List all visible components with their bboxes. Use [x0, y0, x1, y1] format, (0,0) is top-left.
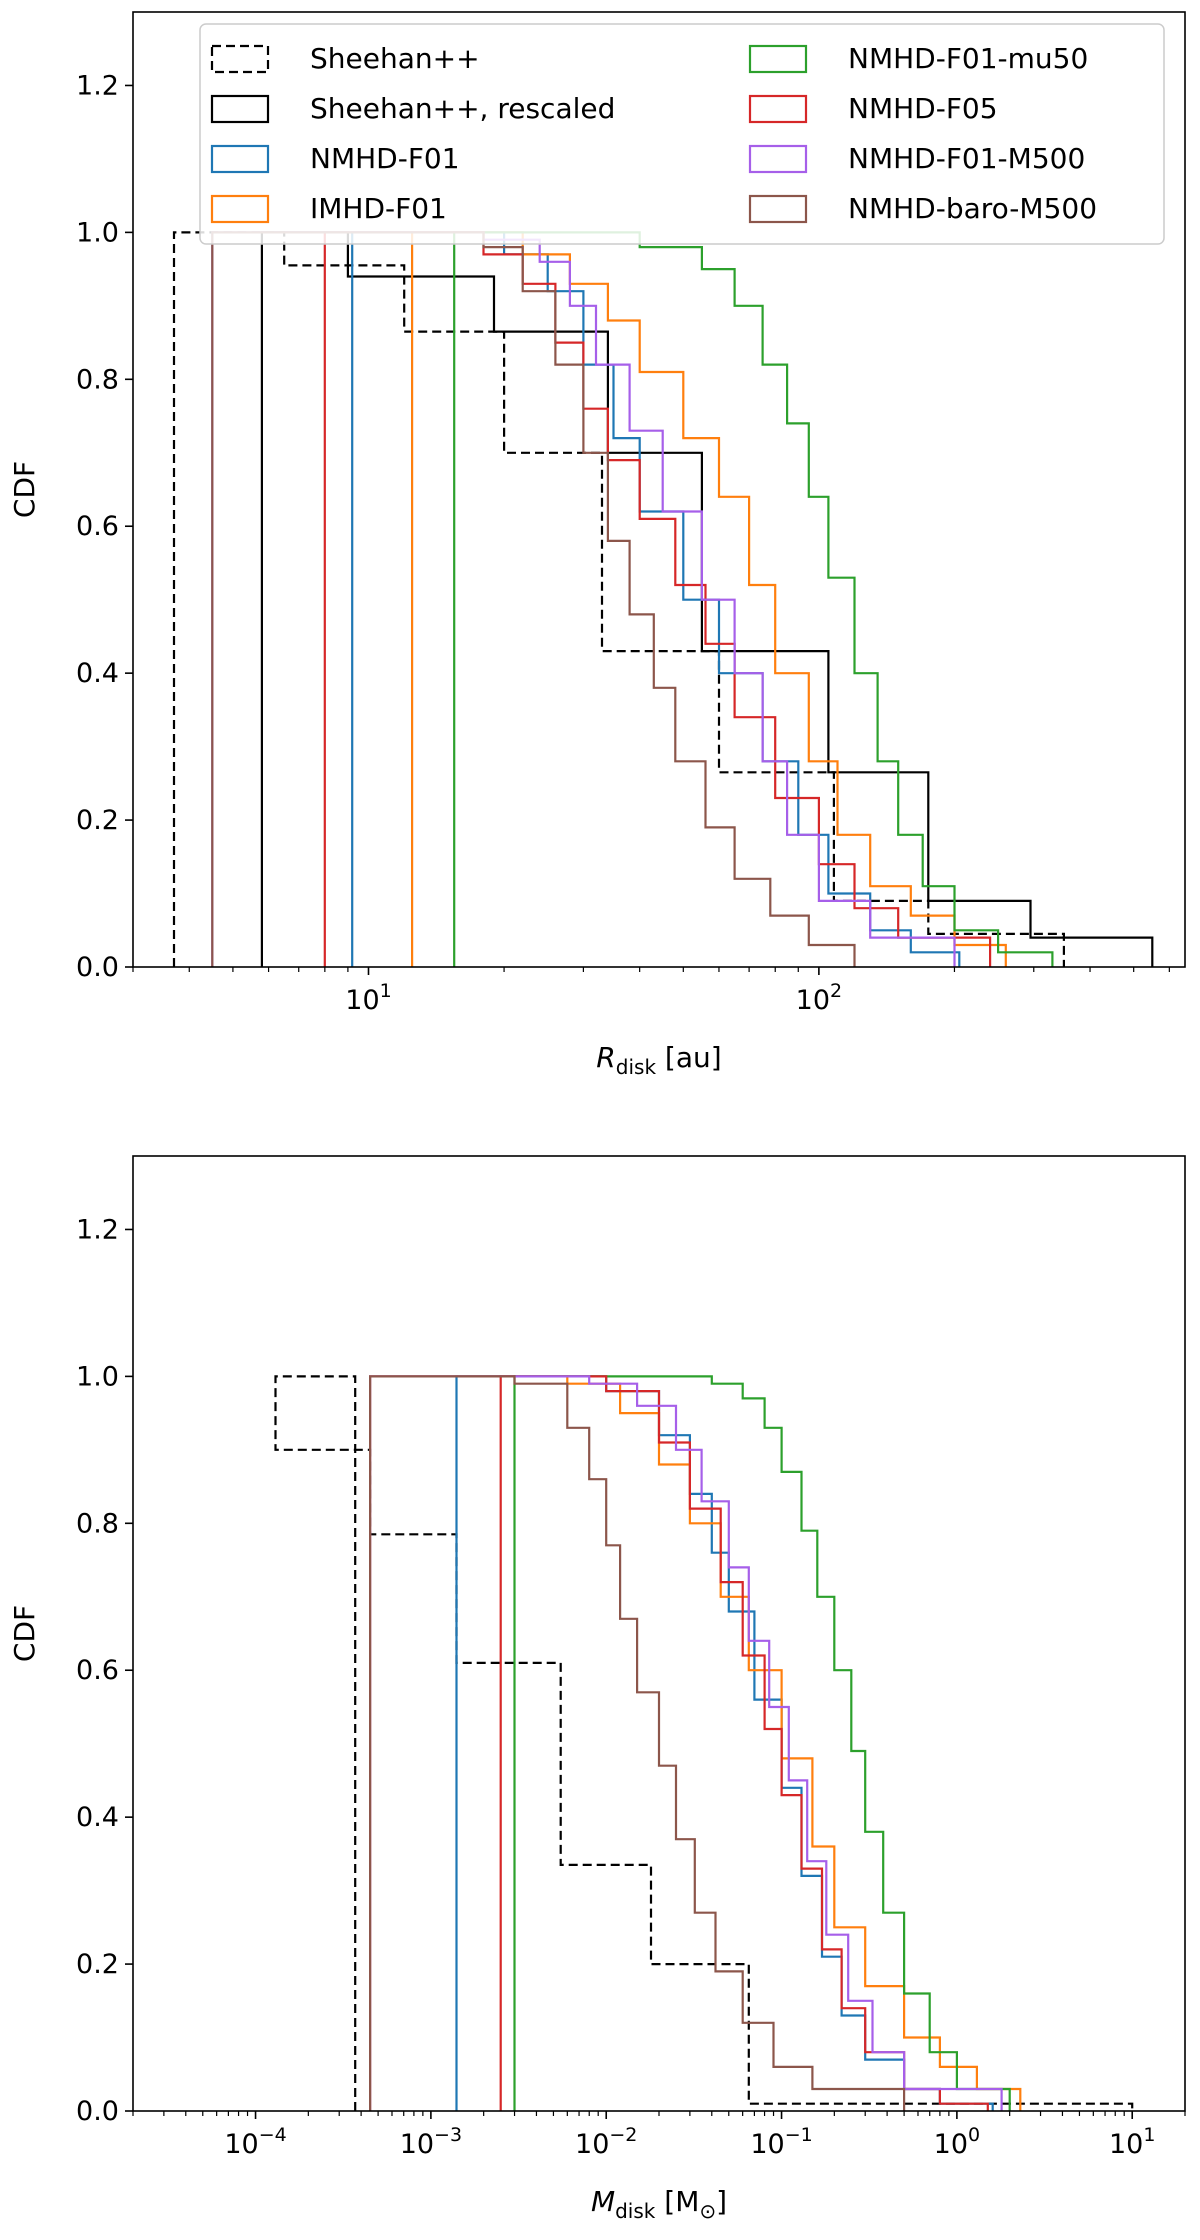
series-nmhd-baro-m500: [211, 231, 856, 967]
legend-swatch: [210, 194, 270, 224]
legend-swatch: [748, 194, 808, 224]
y-tick-label: 0.0: [76, 952, 119, 983]
y-tick-label: 0.0: [76, 2096, 119, 2127]
y-tick-label: 0.8: [76, 364, 119, 395]
legend-label: Sheehan++, rescaled: [310, 92, 615, 125]
legend-swatch: [210, 144, 270, 174]
series-group: [172, 231, 1154, 967]
series-nmhd-f05: [323, 231, 992, 967]
y-tick-label: 1.2: [76, 70, 119, 101]
chart-top: 0.0 0.2 0.4 0.6 0.8 1.0 1.2 101 102 CDF Rdisk [au]…: [8, 11, 1186, 1079]
legend-label: NMHD-baro-M500: [848, 192, 1097, 225]
y-tick-label: 0.4: [76, 658, 119, 689]
legend-label: IMHD-F01: [310, 192, 447, 225]
legend-label: Sheehan++: [310, 42, 480, 75]
series-nmhd-f01-m500: [211, 231, 956, 967]
y-tick-label: 0.6: [76, 1655, 119, 1686]
series-nmhd-f01: [351, 231, 961, 967]
series-sheehan: [172, 231, 1065, 967]
x-tick-label: 10−3: [400, 2124, 462, 2160]
y-tick-label: 0.2: [76, 805, 119, 836]
series-sheehan: [274, 1375, 1134, 2111]
legend-swatch: [210, 94, 270, 124]
legend-label: NMHD-F01: [310, 142, 460, 175]
y-tick-label: 1.0: [76, 217, 119, 248]
y-tick-label: 1.0: [76, 1361, 119, 1392]
legend-swatch: [748, 144, 808, 174]
series-nmhd-f01-mu50: [453, 231, 1054, 967]
y-tick-label: 1.2: [76, 1214, 119, 1245]
x-tick-label: 10−2: [575, 2124, 637, 2160]
x-axis-label: Rdisk [au]: [596, 1041, 721, 1079]
series-group: [274, 1375, 1134, 2111]
x-tick-label: 10−4: [224, 2124, 286, 2160]
legend-label: NMHD-F01-mu50: [848, 42, 1088, 75]
legend: Sheehan++ Sheehan++, rescaled NMHD-F01 IMHD…: [199, 23, 1165, 245]
legend-swatch: [748, 94, 808, 124]
legend-label: NMHD-F01-M500: [848, 142, 1085, 175]
y-axis-label: CDF: [8, 461, 41, 518]
x-tick-label: 101: [1109, 2124, 1155, 2160]
y-tick-label: 0.2: [76, 1949, 119, 1980]
axes-frame: [132, 11, 1186, 968]
x-axis-label: Mdisk [M⊙]: [591, 2185, 727, 2223]
series-nmhd-f01: [455, 1375, 994, 2111]
axes-frame: [132, 1155, 1186, 2112]
x-tick-label: 10−1: [750, 2124, 812, 2160]
x-tick-label: 102: [796, 980, 842, 1016]
series-nmhd-f01-mu50: [513, 1375, 1011, 2111]
series-nmhd-baro-m500: [369, 1375, 906, 2111]
y-tick-label: 0.8: [76, 1508, 119, 1539]
legend-label: NMHD-F05: [848, 92, 998, 125]
chart-bottom: 0.0 0.2 0.4 0.6 0.8 1.0 1.2 10−4 10−3 10−2 10−1 100…: [8, 1155, 1186, 2223]
series-nmhd-f01-m500: [369, 1375, 1003, 2111]
legend-box: [199, 23, 1165, 245]
y-axis-label: CDF: [8, 1605, 41, 1662]
series-nmhd-f05: [499, 1375, 989, 2111]
y-tick-label: 0.6: [76, 511, 119, 542]
x-tick-label: 100: [934, 2124, 980, 2160]
y-tick-label: 0.4: [76, 1802, 119, 1833]
x-tick-label: 101: [345, 980, 391, 1016]
legend-swatch: [748, 44, 808, 74]
series-imhd-f01: [369, 1375, 1022, 2111]
legend-swatch: [210, 44, 270, 74]
